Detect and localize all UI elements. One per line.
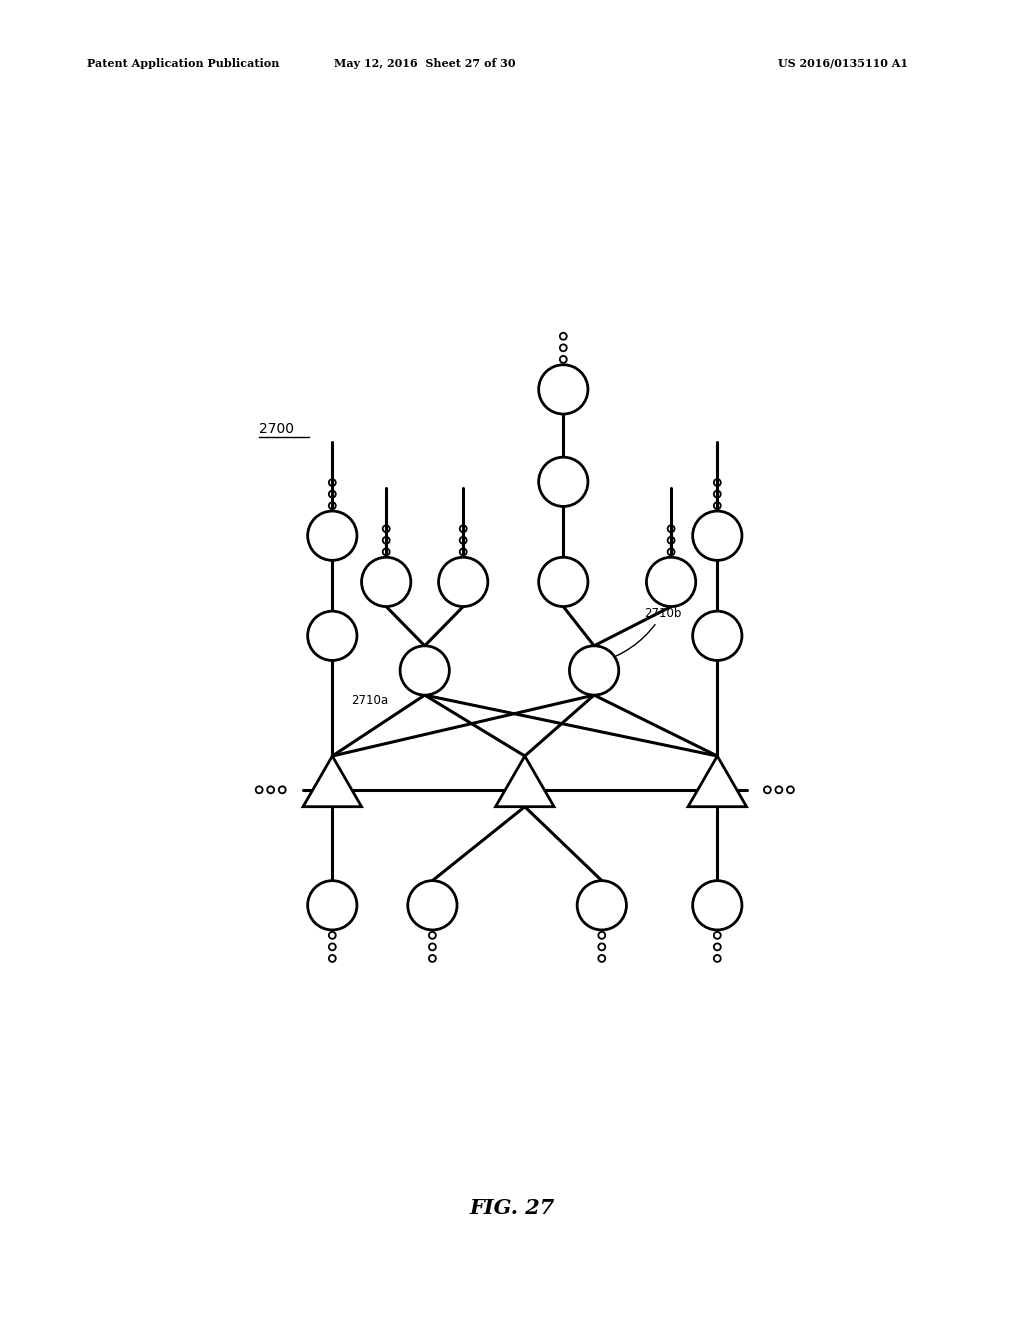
Polygon shape — [496, 756, 554, 807]
Polygon shape — [688, 756, 746, 807]
Circle shape — [539, 557, 588, 607]
Circle shape — [307, 880, 357, 929]
Circle shape — [438, 557, 487, 607]
Circle shape — [408, 880, 457, 929]
Circle shape — [578, 880, 627, 929]
Circle shape — [692, 611, 742, 660]
Circle shape — [692, 880, 742, 929]
Circle shape — [361, 557, 411, 607]
Circle shape — [692, 511, 742, 561]
Text: Patent Application Publication: Patent Application Publication — [87, 58, 280, 69]
Circle shape — [539, 457, 588, 507]
Text: 2710b: 2710b — [601, 607, 682, 661]
Circle shape — [569, 645, 618, 696]
Text: May 12, 2016  Sheet 27 of 30: May 12, 2016 Sheet 27 of 30 — [334, 58, 516, 69]
Text: FIG. 27: FIG. 27 — [469, 1197, 555, 1218]
Circle shape — [646, 557, 695, 607]
Text: US 2016/0135110 A1: US 2016/0135110 A1 — [778, 58, 908, 69]
Circle shape — [307, 511, 357, 561]
Text: 2710a: 2710a — [351, 693, 389, 706]
Polygon shape — [303, 756, 361, 807]
Text: 2700: 2700 — [259, 421, 294, 436]
Circle shape — [307, 611, 357, 660]
Circle shape — [400, 645, 450, 696]
Circle shape — [539, 364, 588, 414]
